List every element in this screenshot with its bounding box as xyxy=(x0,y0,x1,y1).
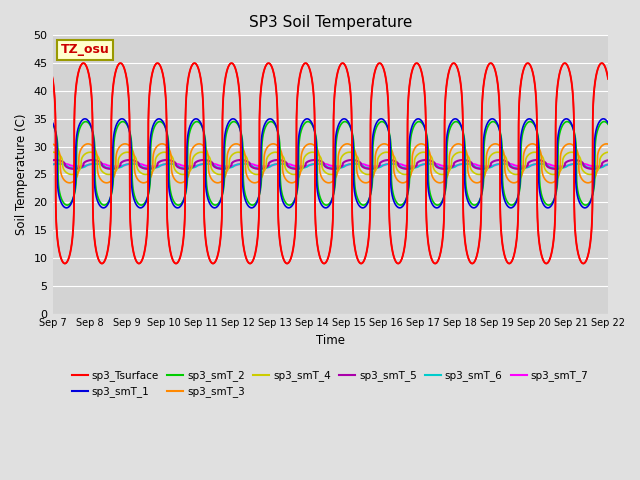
sp3_smT_2 xyxy=(604,121,612,127)
sp3_smT_3 xyxy=(424,146,432,152)
X-axis label: Time: Time xyxy=(316,334,345,347)
Line: sp3_smT_4: sp3_smT_4 xyxy=(52,152,608,174)
sp3_smT_6 xyxy=(54,161,62,167)
sp3_Tsurface xyxy=(486,60,494,66)
sp3_smT_5 xyxy=(604,157,611,163)
sp3_smT_3 xyxy=(603,141,611,147)
sp3_smT_1 xyxy=(49,120,56,126)
sp3_Tsurface xyxy=(604,76,612,82)
sp3_smT_3 xyxy=(455,141,463,147)
sp3_smT_5 xyxy=(486,163,494,168)
sp3_smT_1 xyxy=(604,119,611,125)
sp3_smT_1 xyxy=(424,184,432,190)
sp3_Tsurface xyxy=(61,261,68,266)
sp3_smT_7 xyxy=(486,163,494,169)
sp3_smT_4 xyxy=(455,150,463,156)
Line: sp3_Tsurface: sp3_Tsurface xyxy=(52,63,608,264)
sp3_smT_6 xyxy=(486,165,494,170)
sp3_smT_4 xyxy=(310,149,317,155)
sp3_smT_1 xyxy=(310,124,317,130)
sp3_smT_7 xyxy=(310,161,317,167)
sp3_smT_5 xyxy=(424,157,432,163)
sp3_smT_7 xyxy=(424,161,432,167)
sp3_smT_2 xyxy=(49,121,56,127)
sp3_smT_7 xyxy=(148,164,156,169)
sp3_smT_7 xyxy=(49,162,56,168)
sp3_smT_5 xyxy=(455,157,463,163)
sp3_smT_5 xyxy=(604,157,612,163)
sp3_Tsurface xyxy=(310,93,317,99)
sp3_smT_6 xyxy=(455,162,463,168)
sp3_smT_4 xyxy=(49,149,57,155)
sp3_smT_5 xyxy=(310,157,317,163)
sp3_smT_2 xyxy=(600,119,608,124)
Text: TZ_osu: TZ_osu xyxy=(61,43,109,57)
sp3_Tsurface xyxy=(604,73,611,79)
sp3_smT_3 xyxy=(604,141,611,147)
sp3_smT_2 xyxy=(148,130,156,136)
sp3_smT_1 xyxy=(148,125,156,131)
sp3_Tsurface xyxy=(455,71,463,76)
sp3_Tsurface xyxy=(49,76,56,82)
sp3_smT_2 xyxy=(424,145,432,151)
sp3_smT_3 xyxy=(486,144,494,149)
sp3_smT_6 xyxy=(49,162,56,168)
sp3_smT_1 xyxy=(604,120,612,126)
sp3_smT_5 xyxy=(52,157,60,163)
Line: sp3_smT_5: sp3_smT_5 xyxy=(52,160,608,169)
sp3_smT_6 xyxy=(591,166,599,171)
sp3_smT_5 xyxy=(589,166,596,172)
sp3_smT_2 xyxy=(310,125,317,131)
sp3_smT_1 xyxy=(455,118,463,124)
Line: sp3_smT_7: sp3_smT_7 xyxy=(52,164,608,167)
sp3_smT_7 xyxy=(593,164,601,169)
sp3_smT_6 xyxy=(424,161,432,167)
sp3_smT_6 xyxy=(604,162,612,168)
sp3_smT_2 xyxy=(455,120,463,126)
sp3_smT_5 xyxy=(148,166,156,171)
sp3_smT_6 xyxy=(148,166,156,171)
sp3_smT_7 xyxy=(455,162,463,168)
sp3_smT_4 xyxy=(486,153,494,159)
sp3_smT_4 xyxy=(49,149,56,155)
sp3_smT_4 xyxy=(424,151,432,156)
sp3_smT_3 xyxy=(310,142,317,148)
sp3_smT_4 xyxy=(148,168,156,174)
Line: sp3_smT_3: sp3_smT_3 xyxy=(52,144,608,183)
sp3_smT_7 xyxy=(604,162,611,168)
sp3_smT_3 xyxy=(148,168,156,174)
sp3_smT_7 xyxy=(604,162,612,168)
Title: SP3 Soil Temperature: SP3 Soil Temperature xyxy=(248,15,412,30)
sp3_smT_6 xyxy=(310,161,317,167)
sp3_smT_4 xyxy=(604,149,612,155)
sp3_smT_2 xyxy=(486,120,494,126)
sp3_smT_6 xyxy=(604,162,611,168)
sp3_smT_3 xyxy=(604,141,612,147)
sp3_smT_1 xyxy=(63,205,70,211)
Y-axis label: Soil Temperature (C): Soil Temperature (C) xyxy=(15,114,28,235)
sp3_smT_7 xyxy=(56,161,64,167)
sp3_smT_4 xyxy=(586,171,594,177)
sp3_smT_1 xyxy=(600,116,607,122)
sp3_smT_2 xyxy=(604,120,611,126)
sp3_Tsurface xyxy=(424,238,432,243)
sp3_smT_3 xyxy=(49,141,56,147)
Line: sp3_smT_1: sp3_smT_1 xyxy=(52,119,608,208)
sp3_Tsurface xyxy=(598,60,605,66)
Line: sp3_smT_6: sp3_smT_6 xyxy=(52,164,608,168)
sp3_Tsurface xyxy=(148,70,156,76)
sp3_smT_4 xyxy=(604,149,611,155)
sp3_smT_1 xyxy=(486,117,494,122)
sp3_smT_2 xyxy=(63,202,71,208)
sp3_smT_3 xyxy=(66,180,74,186)
sp3_smT_5 xyxy=(49,157,56,163)
Line: sp3_smT_2: sp3_smT_2 xyxy=(52,121,608,205)
Legend: sp3_Tsurface, sp3_smT_1, sp3_smT_2, sp3_smT_3, sp3_smT_4, sp3_smT_5, sp3_smT_6, : sp3_Tsurface, sp3_smT_1, sp3_smT_2, sp3_… xyxy=(68,366,593,401)
